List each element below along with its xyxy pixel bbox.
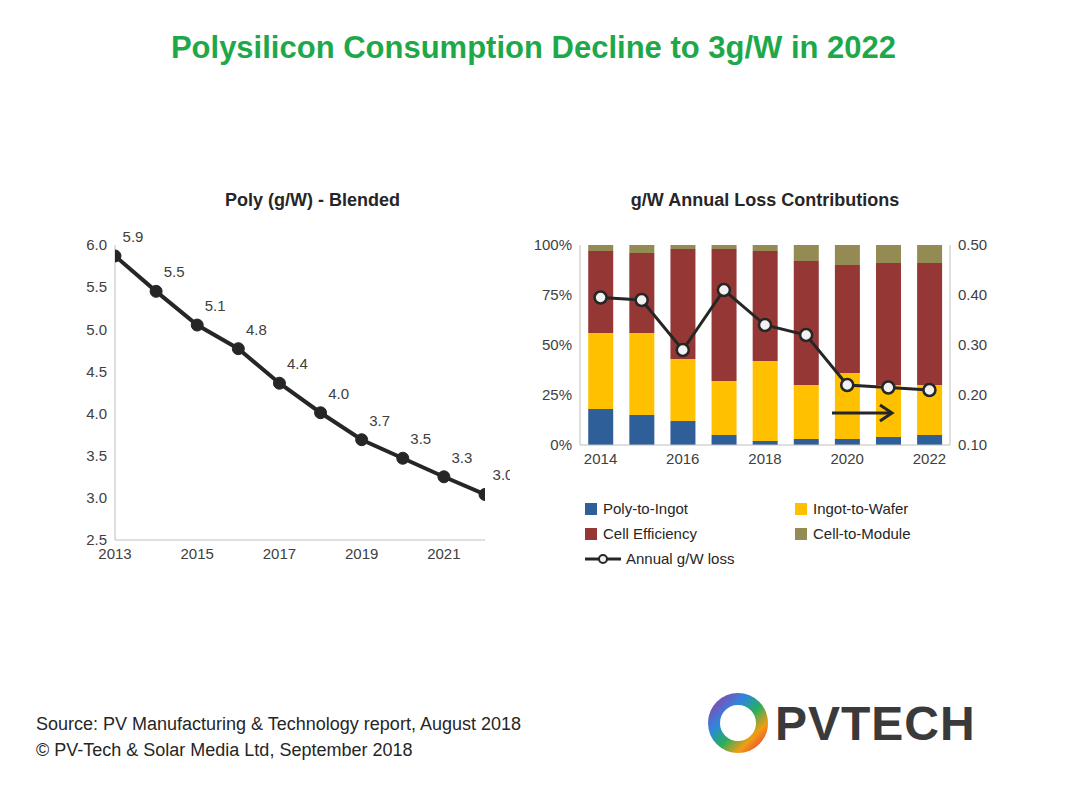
svg-text:4.4: 4.4 <box>287 355 308 372</box>
html-text:Annual g/W loss: Annual g/W loss <box>626 550 735 567</box>
html-text:Cell-to-Module: Cell-to-Module <box>813 525 911 542</box>
html-text:Poly-to-Ingot: Poly-to-Ingot <box>603 500 688 517</box>
svg-text:0.30: 0.30 <box>958 336 987 353</box>
svg-text:25%: 25% <box>542 386 572 403</box>
svg-text:6.0: 6.0 <box>86 236 107 253</box>
svg-text:0.50: 0.50 <box>958 236 987 253</box>
svg-text:3.5: 3.5 <box>86 447 107 464</box>
html-text:PVTECH: PVTECH <box>775 696 976 750</box>
svg-text:2019: 2019 <box>345 545 378 562</box>
svg-text:0.10: 0.10 <box>958 436 987 453</box>
svg-text:2016: 2016 <box>666 450 699 467</box>
html-text:Ingot-to-Wafer: Ingot-to-Wafer <box>813 500 909 517</box>
svg-text:2018: 2018 <box>748 450 781 467</box>
svg-text:3.7: 3.7 <box>369 412 390 429</box>
svg-text:3.3: 3.3 <box>451 449 472 466</box>
svg-text:5.5: 5.5 <box>164 263 185 280</box>
svg-text:100%: 100% <box>534 236 572 253</box>
svg-text:4.0: 4.0 <box>86 405 107 422</box>
html-text:Source: PV Manufacturing & Tec: Source: PV Manufacturing & Technology re… <box>36 714 521 734</box>
svg-text:3.0: 3.0 <box>86 489 107 506</box>
svg-text:2015: 2015 <box>181 545 214 562</box>
svg-text:5.9: 5.9 <box>123 228 144 245</box>
html-text:Polysilicon Consumption Declin: Polysilicon Consumption Decline to 3g/W … <box>170 30 897 65</box>
html-text:© PV-Tech & Solar Media Ltd, S: © PV-Tech & Solar Media Ltd, September 2… <box>36 740 413 760</box>
html-text:Cell Efficiency: Cell Efficiency <box>603 525 697 542</box>
svg-text:5.0: 5.0 <box>86 321 107 338</box>
svg-text:2013: 2013 <box>98 544 132 562</box>
svg-text:0%: 0% <box>550 436 572 453</box>
svg-text:4.0: 4.0 <box>328 385 349 402</box>
html-text:Poly (g/W) - Blended: Poly (g/W) - Blended <box>225 190 400 210</box>
svg-text:3.5: 3.5 <box>410 430 431 447</box>
svg-text:2022: 2022 <box>913 450 946 467</box>
svg-text:3.0: 3.0 <box>493 466 510 483</box>
svg-text:2014: 2014 <box>584 450 617 467</box>
svg-text:4.5: 4.5 <box>86 363 107 380</box>
svg-text:2021: 2021 <box>427 545 460 562</box>
svg-text:2017: 2017 <box>263 545 296 562</box>
svg-text:75%: 75% <box>542 286 572 303</box>
svg-text:5.1: 5.1 <box>205 297 226 314</box>
html-text:g/W Annual Loss Contributions: g/W Annual Loss Contributions <box>630 190 900 210</box>
svg-text:0.20: 0.20 <box>958 386 987 403</box>
svg-text:2020: 2020 <box>831 450 864 467</box>
svg-text:2.5: 2.5 <box>86 531 107 548</box>
svg-text:5.5: 5.5 <box>86 278 107 295</box>
svg-text:0.40: 0.40 <box>958 286 987 303</box>
svg-text:4.8: 4.8 <box>246 321 267 338</box>
svg-text:50%: 50% <box>542 336 572 353</box>
